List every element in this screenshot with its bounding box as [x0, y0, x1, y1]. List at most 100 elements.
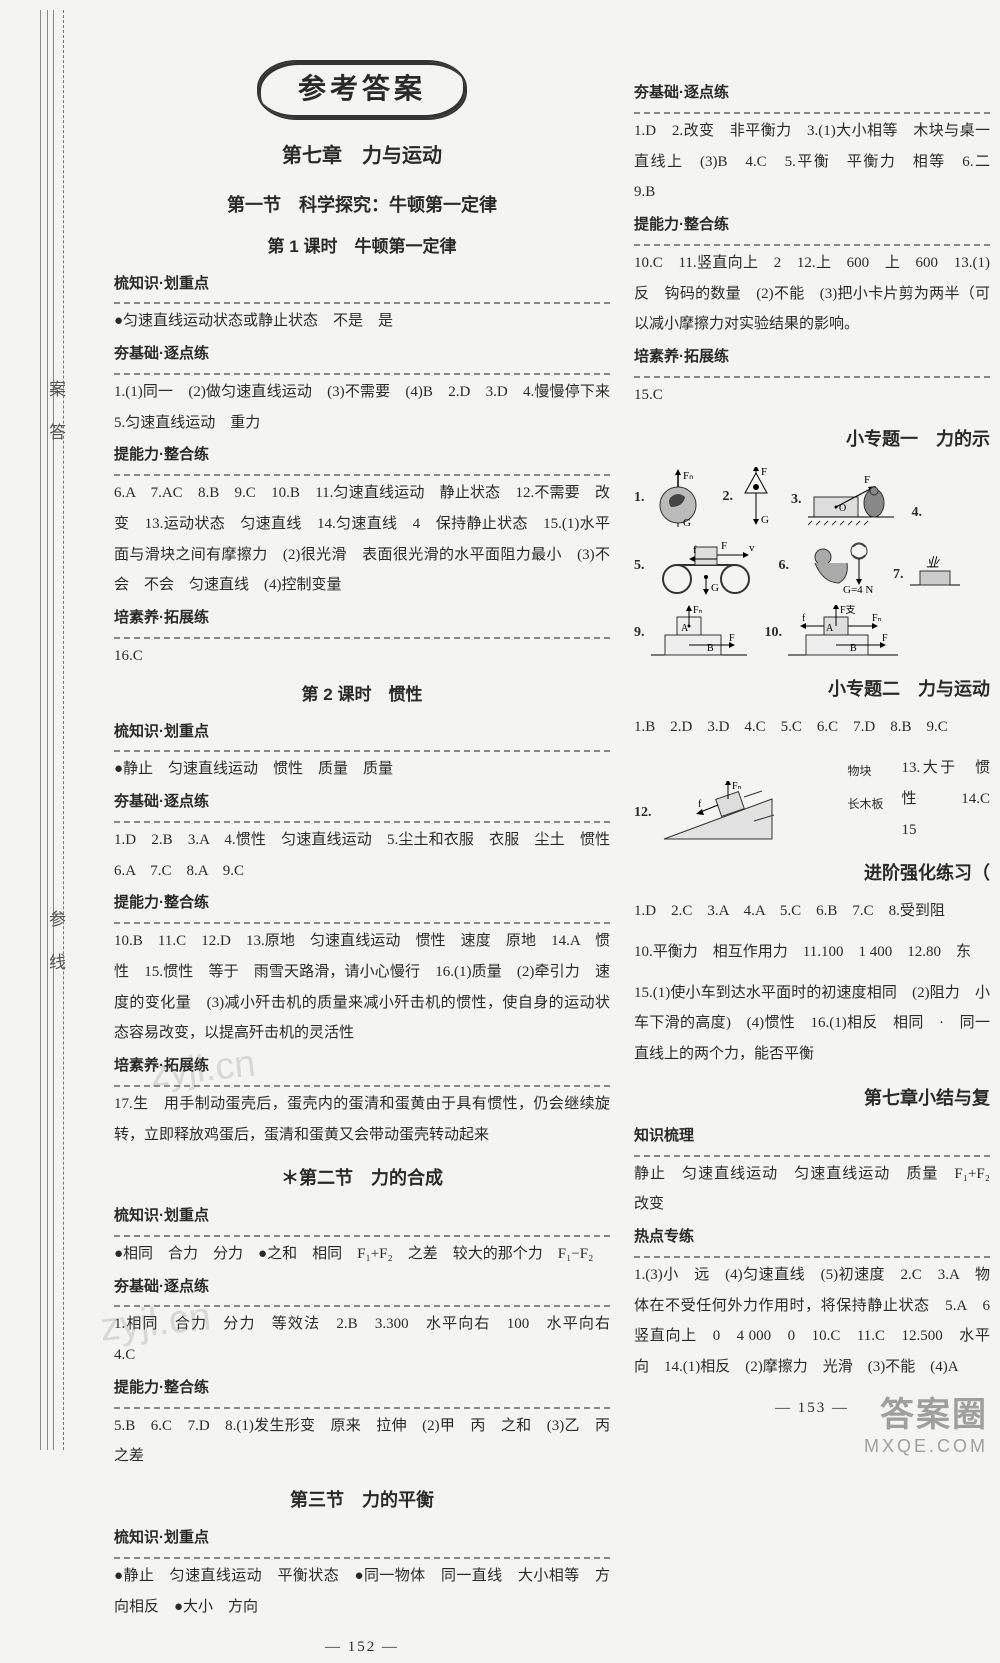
fig-5: 5. G F v f — [634, 537, 761, 595]
summary-1: 静止 匀速直线运动 匀速直线运动 质量 F₁+F₂ 改变 — [634, 1159, 990, 1221]
topic-1-title: 小专题一 力的示 — [634, 421, 990, 458]
l1-extend: 16.C — [114, 641, 610, 672]
divider — [634, 1155, 990, 1157]
svg-text:G: G — [711, 582, 719, 594]
divider — [634, 112, 990, 114]
svg-text:Fₙ: Fₙ — [683, 470, 694, 482]
lesson-1-title: 第 1 课时 牛顿第一定律 — [114, 230, 610, 265]
adv-3: 15.(1)使小车到达水平面时的初速度相同 (2)阻力 小车下滑的高度) (4)… — [634, 978, 990, 1070]
svg-text:A: A — [826, 623, 834, 634]
subhead-base: 夯基础·逐点练 — [634, 78, 990, 109]
fig-7: 7. 业 — [893, 555, 960, 595]
l1-knowledge: ●匀速直线运动状态或静止状态 不是 是 — [114, 306, 610, 337]
svg-text:G=4 N: G=4 N — [843, 584, 873, 595]
subhead-summary-hot: 热点专练 — [634, 1222, 990, 1253]
chapter-title: 第七章 力与运动 — [114, 136, 610, 177]
s2-base: 1.相同 合力 分力 等效法 2.B 3.300 水平向右 100 水平向右 4… — [114, 1309, 610, 1371]
fig-4: 4. — [912, 499, 923, 528]
r-integrate: 10.C 11.竖直向上 2 12.上 600 上 600 13.(1)反 钩码… — [634, 248, 990, 340]
adv-1: 1.D 2.C 3.A 4.A 5.C 6.B 7.C 8.受到阻 — [634, 896, 990, 927]
binding-spine: 案答 参线 — [40, 10, 100, 1450]
divider — [114, 1557, 610, 1559]
page-153: 夯基础·逐点练 1.D 2.改变 非平衡力 3.(1)大小相等 木块与桌一直线上… — [620, 10, 1000, 1450]
divider — [114, 1305, 610, 1307]
figure-row-3: 9. A B Fₙ F 10. — [634, 605, 990, 661]
svg-text:F: F — [721, 540, 727, 552]
divider — [114, 474, 610, 476]
divider — [634, 376, 990, 378]
divider — [634, 1256, 990, 1258]
svg-text:F: F — [729, 633, 735, 644]
page-152: 参考答案 第七章 力与运动 第一节 科学探究：牛顿第一定律 第 1 课时 牛顿第… — [100, 10, 620, 1450]
svg-text:f: f — [698, 799, 702, 810]
svg-text:f: f — [802, 613, 806, 624]
svg-text:B: B — [707, 643, 714, 654]
subhead-knowledge: 梳知识·划重点 — [114, 1523, 610, 1554]
svg-text:Fₙ: Fₙ — [732, 781, 742, 792]
s2-integrate: 5.B 6.C 7.D 8.(1)发生形变 原来 拉伸 (2)甲 丙 之和 (3… — [114, 1411, 610, 1473]
svg-text:F: F — [864, 474, 870, 486]
divider — [114, 922, 610, 924]
subhead-integrate: 提能力·整合练 — [634, 210, 990, 241]
svg-text:B: B — [850, 643, 857, 654]
figure-row-2: 5. G F v f — [634, 537, 990, 595]
svg-text:F: F — [761, 467, 767, 478]
s2-knowledge: ●相同 合力 分力 ●之和 相同 F₁+F₂ 之差 较大的那个力 F₁−F₂ — [114, 1239, 610, 1270]
l2-extend: 17.生 用手制动蛋壳后，蛋壳内的蛋清和蛋黄由于具有惯性，仍会继续旋转，立即释放… — [114, 1089, 610, 1151]
subhead-integrate: 提能力·整合练 — [114, 888, 610, 919]
spine-text-b: 参线 — [43, 910, 68, 996]
t2-answers-2: 13.大于 惯性 14.C 15 — [902, 753, 990, 845]
svg-text:Fₙ: Fₙ — [693, 605, 703, 616]
answers-banner: 参考答案 — [257, 60, 467, 120]
summary-title: 第七章小结与复 — [634, 1080, 990, 1117]
l2-base: 1.D 2.B 3.A 4.惯性 匀速直线运动 5.尘土和衣服 衣服 尘土 惯性… — [114, 825, 610, 887]
svg-text:Fₙ: Fₙ — [872, 613, 882, 624]
subhead-base: 夯基础·逐点练 — [114, 1272, 610, 1303]
lesson-2-title: 第 2 课时 惯性 — [114, 678, 610, 713]
subhead-base: 夯基础·逐点练 — [114, 787, 610, 818]
l1-integrate: 6.A 7.AC 8.B 9.C 10.B 11.匀速直线运动 静止状态 12.… — [114, 478, 610, 601]
fig-10: 10. A B F支 Fₙ f F — [765, 605, 899, 661]
l2-integrate: 10.B 11.C 12.D 13.原地 匀速直线运动 惯性 速度 原地 14.… — [114, 926, 610, 1049]
svg-text:A: A — [681, 623, 689, 634]
subhead-knowledge: 梳知识·划重点 — [114, 269, 610, 300]
s3-knowledge: ●静止 匀速直线运动 平衡状态 ●同一物体 同一直线 大小相等 方向相反 ●大小… — [114, 1561, 610, 1623]
svg-text:业: 业 — [926, 555, 940, 570]
divider — [114, 1407, 610, 1409]
adv-2: 10.平衡力 相互作用力 11.100 1 400 12.80 东 — [634, 937, 990, 968]
figure-row-4: 12. Fₙ f 物块 长木板 13.大于 惯性 14.C 15 — [634, 753, 990, 845]
subhead-extend: 培素养·拓展练 — [634, 342, 990, 373]
l1-base: 1.(1)同一 (2)做匀速直线运动 (3)不需要 (4)B 2.D 3.D 4… — [114, 377, 610, 439]
topic-2-title: 小专题二 力与运动 — [634, 671, 990, 708]
summary-2: 1.(3)小 远 (4)匀速直线 (5)初速度 2.C 3.A 物体在不受任何外… — [634, 1260, 990, 1383]
subhead-integrate: 提能力·整合练 — [114, 1373, 610, 1404]
fig-12: 12. Fₙ f 物块 长木板 — [634, 781, 884, 845]
divider — [114, 373, 610, 375]
subhead-summary-knowledge: 知识梳理 — [634, 1121, 990, 1152]
divider — [114, 637, 610, 639]
section-2-title: ＊第二节 力的合成 — [114, 1160, 610, 1197]
fig-2: 2. F G — [723, 467, 774, 527]
section-1-title: 第一节 科学探究：牛顿第一定律 — [114, 187, 610, 224]
svg-text:G: G — [761, 514, 769, 526]
section-3-title: 第三节 力的平衡 — [114, 1482, 610, 1519]
svg-text:v: v — [749, 542, 755, 554]
fig-9: 9. A B Fₙ F — [634, 605, 747, 661]
divider — [114, 1085, 610, 1087]
subhead-extend: 培素养·拓展练 — [114, 1051, 610, 1082]
subhead-knowledge: 梳知识·划重点 — [114, 717, 610, 748]
fig-6: 6. G=4 N — [779, 537, 876, 595]
fig-1: 1. Fₙ G — [634, 469, 705, 527]
subhead-base: 夯基础·逐点练 — [114, 339, 610, 370]
divider — [114, 302, 610, 304]
figure-row-1: 1. Fₙ G 2. — [634, 467, 990, 527]
spine-text-a: 案答 — [43, 380, 68, 466]
t2-answers-1: 1.B 2.D 3.D 4.C 5.C 6.C 7.D 8.B 9.C — [634, 712, 990, 743]
subhead-knowledge: 梳知识·划重点 — [114, 1201, 610, 1232]
subhead-integrate: 提能力·整合练 — [114, 440, 610, 471]
r-extend: 15.C — [634, 380, 990, 411]
l2-knowledge: ●静止 匀速直线运动 惯性 质量 质量 — [114, 754, 610, 785]
svg-text:F支: F支 — [840, 605, 856, 616]
fig-3: 3. O F — [791, 473, 894, 527]
watermark-logo: 答案圈 MXQE.COM — [864, 1387, 988, 1457]
